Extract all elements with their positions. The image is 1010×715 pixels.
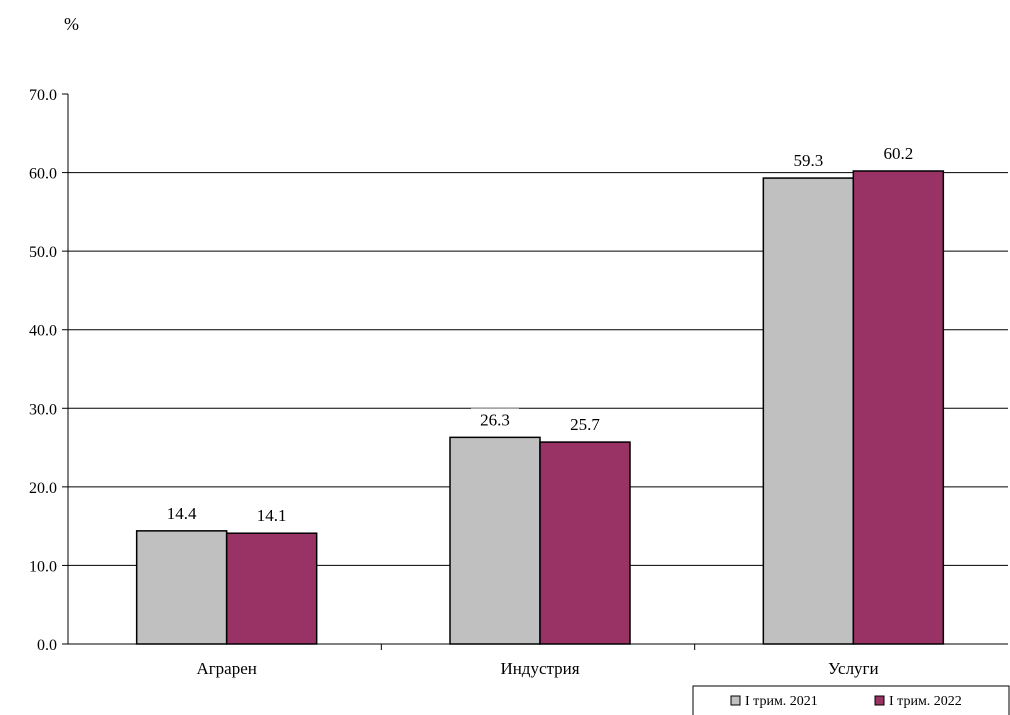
bar xyxy=(135,530,228,645)
y-tick-label: 10.0 xyxy=(29,558,57,575)
y-tick-label: 60.0 xyxy=(29,166,57,183)
data-label-background xyxy=(157,501,206,524)
data-label: 60.2 xyxy=(883,144,913,163)
bar xyxy=(449,436,541,645)
data-label-background xyxy=(471,408,519,431)
axes: 0.0 10.0 20.0 30.0 40.0 50.0 60.0 70.0 xyxy=(29,87,1008,654)
data-label: 14.1 xyxy=(257,506,287,525)
y-tick-label: 50.0 xyxy=(29,244,57,261)
x-category-label: Услуги xyxy=(828,659,879,678)
x-category-label: Индустрия xyxy=(500,659,579,678)
bar xyxy=(852,170,945,645)
legend-label: I трим. 2022 xyxy=(889,694,962,709)
legend-label: I трим. 2021 xyxy=(745,694,818,709)
data-label: 59.3 xyxy=(793,151,823,170)
legend-swatch xyxy=(730,695,741,706)
y-tick-label: 30.0 xyxy=(29,401,57,418)
y-tick-label: 20.0 xyxy=(29,480,57,497)
y-tick-label: 0.0 xyxy=(37,637,57,654)
legend: I трим. 2021 I трим. 2022 xyxy=(692,685,1010,715)
data-label: 14.4 xyxy=(167,504,197,523)
data-label-background xyxy=(784,149,833,172)
legend-swatch xyxy=(874,695,885,706)
bar xyxy=(762,177,855,645)
data-label-background xyxy=(247,504,296,527)
x-category-label: Аграрен xyxy=(196,659,256,678)
y-unit-label: % xyxy=(64,14,79,34)
data-label: 25.7 xyxy=(570,415,600,434)
labels: Аграрен 14.4 14.1 Индустрия 26.3 25.7 Услуги 59… xyxy=(157,142,923,678)
data-label: 26.3 xyxy=(480,410,510,429)
y-tick-label: 40.0 xyxy=(29,323,57,340)
legend-box xyxy=(692,685,1010,715)
y-tick-label: 70.0 xyxy=(29,87,57,104)
bar xyxy=(225,532,318,645)
data-label-background xyxy=(561,413,609,436)
bar xyxy=(539,441,631,645)
data-label-background xyxy=(874,142,923,164)
bars xyxy=(135,170,945,645)
